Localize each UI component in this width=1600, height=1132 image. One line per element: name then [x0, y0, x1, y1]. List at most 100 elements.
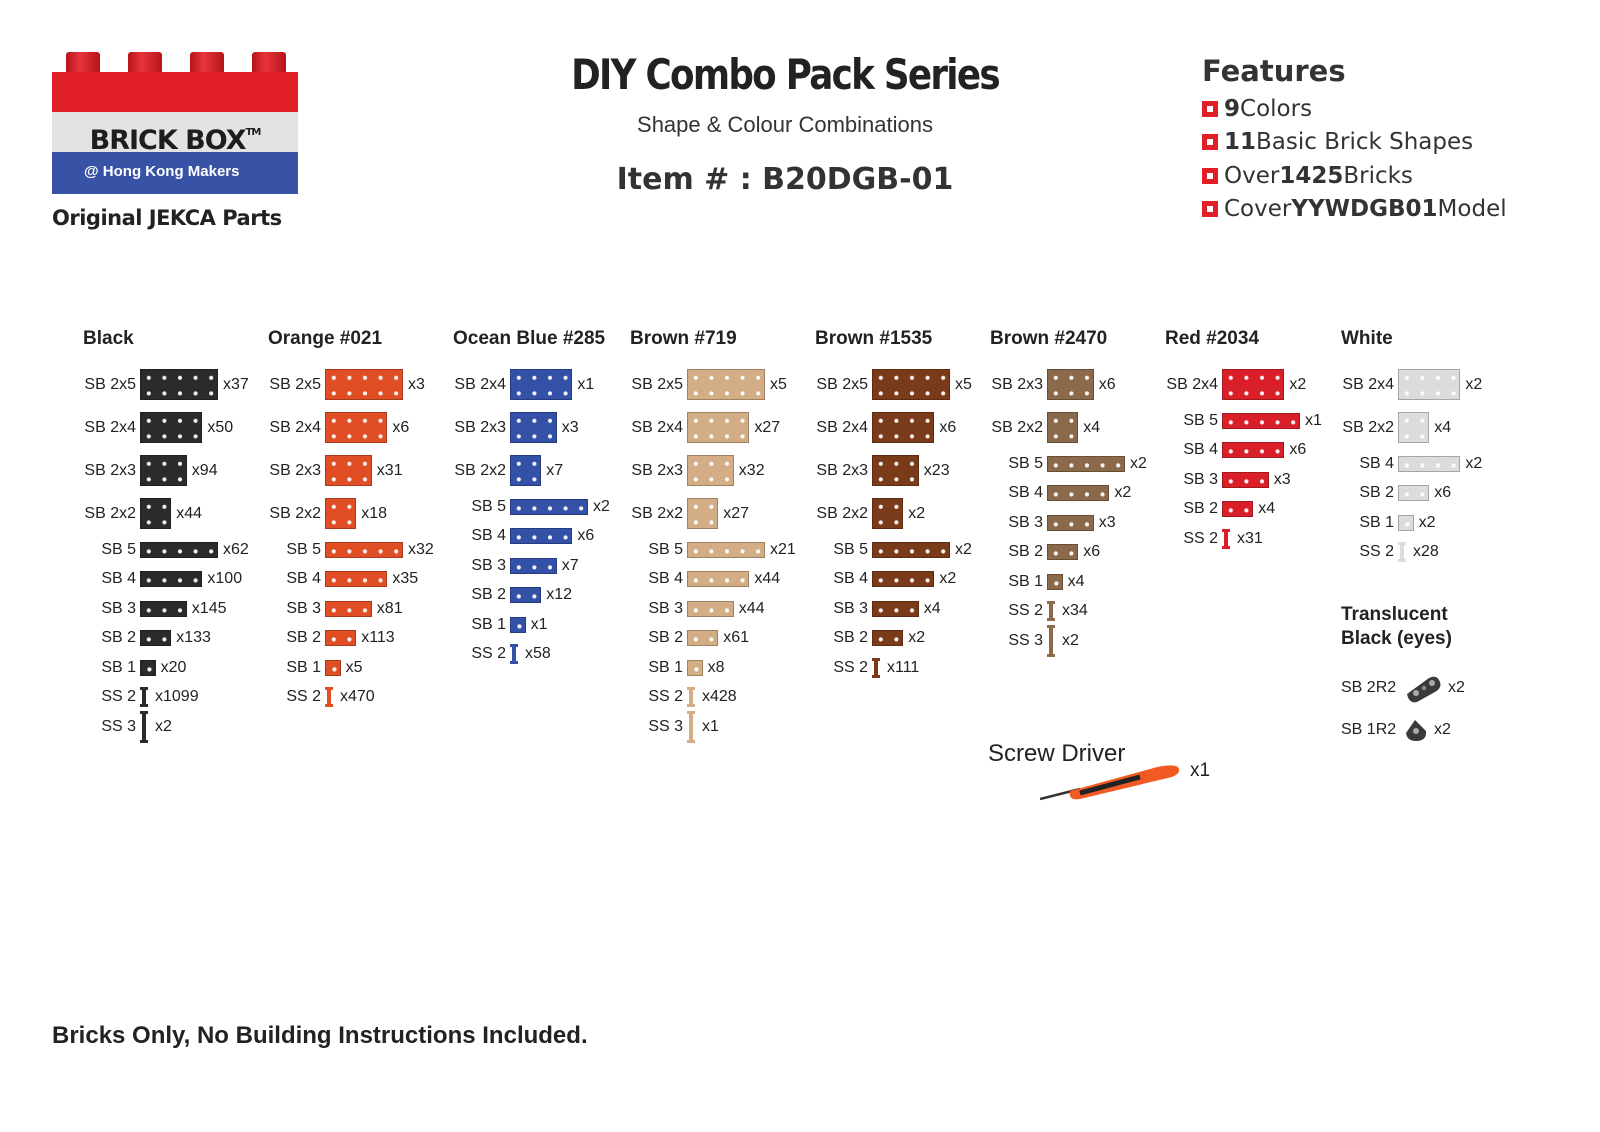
column-title: White [1341, 328, 1393, 349]
part-label: SB 2x5 [84, 375, 136, 393]
part-row: SB 2 x113 [268, 624, 434, 654]
stick-icon [1047, 601, 1055, 622]
page-subtitle: Shape & Colour Combinations [637, 112, 933, 137]
part-label: SB 2x5 [269, 375, 321, 393]
part-count: x35 [392, 570, 419, 588]
part-label: SB 2R2 [1341, 679, 1397, 696]
part-label: SB 1 [286, 658, 321, 676]
part-count: x1 [577, 375, 595, 393]
brick-2x2-icon [1398, 411, 1430, 444]
part-row: SB 2 x6 [1341, 479, 1482, 509]
part-label: SS 2 [833, 658, 868, 676]
part-label: SB 1 [1359, 513, 1394, 531]
part-row: SB 2x3 x32 [630, 449, 796, 492]
part-row: SB 2x2 x27 [630, 492, 796, 535]
part-row: SB 2x3 x94 [83, 449, 249, 492]
part-row: SB 2x3 x31 [268, 449, 434, 492]
part-count: x31 [1237, 529, 1263, 547]
part-label: SB 5 [101, 540, 136, 558]
part-row: SB 2x4 x6 [815, 406, 972, 449]
part-row: SS 2 x34 [990, 597, 1147, 627]
color-column: Black SB 2x5 x37 SB 2x4 x50 SB 2x3 x94 SB 2x2 x4… [83, 328, 249, 743]
brick-1x2-icon [687, 630, 719, 647]
part-label: SB 4 [833, 570, 868, 588]
color-column: Brown #1535 SB 2x5 x5 SB 2x4 x6 SB 2x3 x23 SB 2… [815, 328, 972, 683]
part-label: SB 1 [1008, 572, 1043, 590]
brick-1x2-icon [510, 587, 542, 604]
part-count: x2 [1418, 513, 1436, 531]
part-count: x428 [702, 688, 737, 706]
feature-value: 1425 [1279, 162, 1344, 189]
part-count: x2 [1465, 454, 1483, 472]
color-column: Ocean Blue #285 SB 2x4 x1 SB 2x3 x3 SB 2x2 x7 S… [453, 328, 610, 669]
part-row: SB 2R2 x2 [1341, 667, 1465, 709]
part-label: SB 2x3 [631, 461, 683, 479]
part-row: SB 2x2 x7 [453, 449, 610, 492]
part-count: x6 [1083, 543, 1101, 561]
brick-2x2-icon [325, 497, 357, 530]
round-brick-2r2-icon [1407, 676, 1441, 703]
part-label: SB 4 [101, 570, 136, 588]
part-row: SB 4 x35 [268, 565, 434, 595]
part-row: SB 2x4 x50 [83, 406, 249, 449]
part-count: x2 [1289, 375, 1307, 393]
part-label: SB 3 [286, 599, 321, 617]
part-label: SB 5 [1183, 411, 1218, 429]
brick-1x3-icon [1047, 514, 1094, 531]
brick-2x4-icon [510, 368, 573, 401]
brick-1x5-icon [510, 498, 588, 515]
part-row: SB 2 x6 [990, 538, 1147, 568]
footer-note: Bricks Only, No Building Instructions In… [52, 1022, 588, 1049]
part-row: SB 2x2 x44 [83, 492, 249, 535]
part-label: SB 4 [648, 570, 683, 588]
part-label: SB 5 [286, 540, 321, 558]
feature-prefix: Over [1224, 162, 1280, 189]
brick-1x3-icon [510, 557, 557, 574]
part-label: SB 2x4 [816, 418, 868, 436]
part-row: SS 2 x470 [268, 683, 434, 713]
part-row: SB 2x4 x6 [268, 406, 434, 449]
brick-2x4-icon [687, 411, 750, 444]
logo-stud [252, 52, 286, 74]
part-row: SB 3 x44 [630, 594, 796, 624]
brick-1x1-icon [510, 616, 526, 633]
brick-2x2-icon [510, 454, 542, 487]
part-count: x2 [155, 717, 172, 735]
part-row: SB 2x5 x5 [815, 363, 972, 406]
brick-1x4-icon [1047, 485, 1110, 502]
stick-icon [687, 710, 695, 743]
brick-1x2-icon [1222, 501, 1254, 518]
part-label: SS 2 [1183, 529, 1218, 547]
screw-driver-label: Screw Driver [988, 740, 1126, 767]
brick-1x5-icon [325, 541, 403, 558]
item-number: Item # : B20DGB-01 [616, 162, 954, 197]
brick-1x4-icon [1398, 455, 1461, 472]
part-count: x44 [754, 570, 781, 588]
part-count: x34 [1062, 602, 1088, 620]
part-row: SB 3 x4 [815, 594, 972, 624]
brick-1x4-icon [325, 571, 388, 588]
brick-2x4-icon [140, 411, 203, 444]
brick-1x2-icon [872, 630, 904, 647]
part-count: x7 [546, 461, 564, 479]
brick-1x3-icon [872, 600, 919, 617]
brick-2x5-icon [140, 368, 218, 401]
part-count: x12 [546, 586, 572, 604]
part-label: SB 1R2 [1341, 721, 1397, 738]
part-label: SB 5 [648, 540, 683, 558]
feature-value: YYWDGB01 [1291, 196, 1438, 223]
part-count: x6 [392, 418, 410, 436]
brick-2x2-icon [1047, 411, 1079, 444]
part-label: SS 3 [1008, 631, 1043, 649]
part-label: SS 3 [101, 717, 136, 735]
brick-1x3-icon [325, 600, 372, 617]
part-count: x32 [408, 540, 434, 558]
feature-text: Colors [1240, 95, 1313, 122]
part-count: x62 [223, 540, 249, 558]
brick-2x5-icon [325, 368, 403, 401]
part-count: x44 [176, 504, 202, 522]
part-row: SB 5 x2 [453, 492, 610, 522]
part-label: SS 2 [471, 645, 506, 663]
part-label: SB 3 [1008, 513, 1043, 531]
part-label: SB 2x2 [454, 461, 506, 479]
